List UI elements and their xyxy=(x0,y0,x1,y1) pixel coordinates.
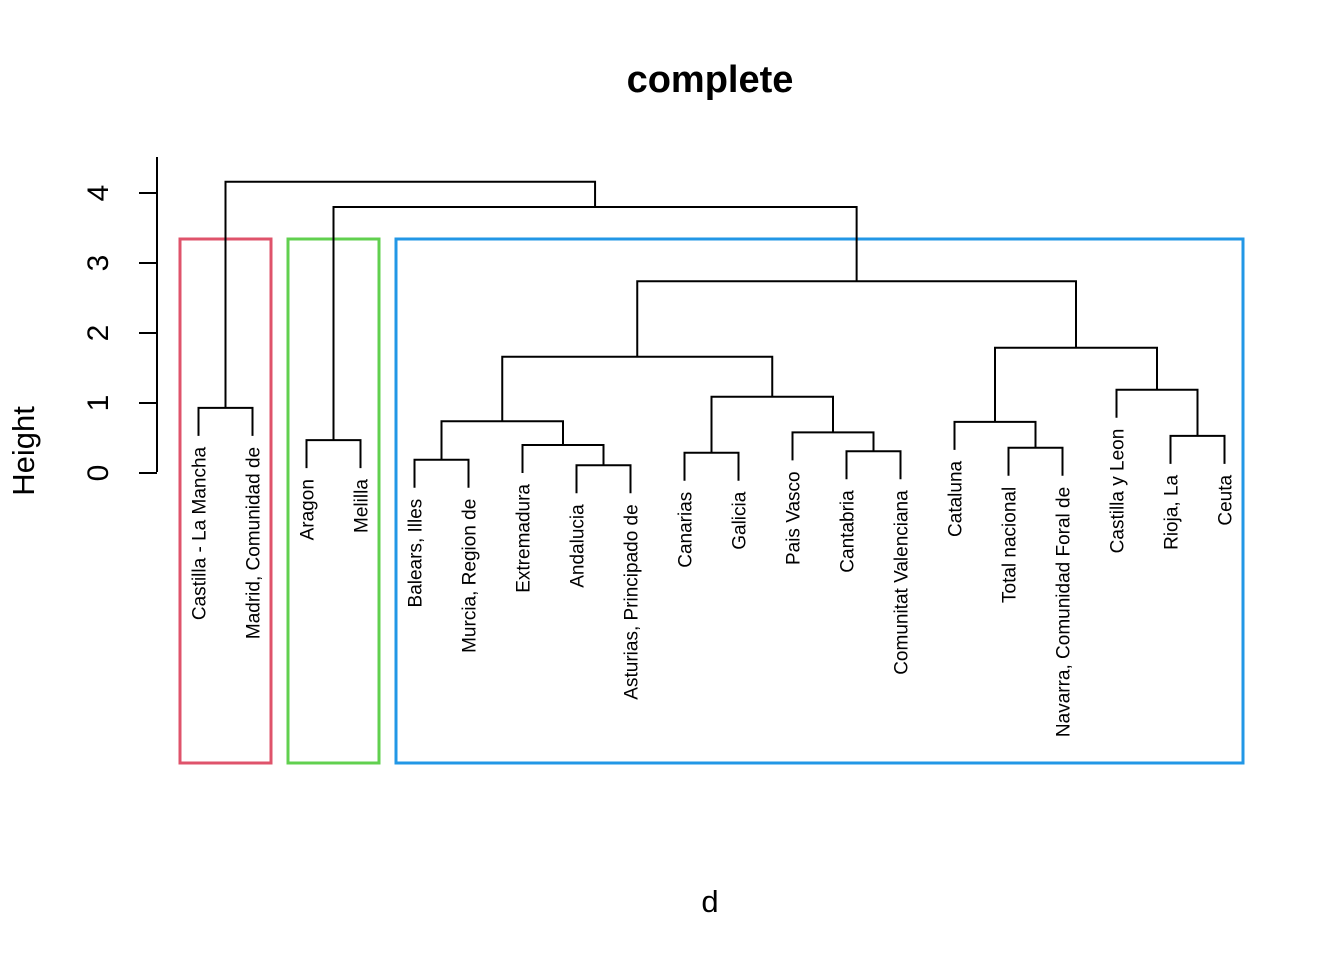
leaf-label: Navarra, Comunidad Foral de xyxy=(1054,487,1075,737)
leaf-label: Ceuta xyxy=(1216,474,1237,525)
merge-segment xyxy=(1169,434,1226,464)
merge-segment xyxy=(224,180,597,408)
leaf-label: Extremadura xyxy=(514,484,535,593)
y-tick-label: 0 xyxy=(82,465,115,482)
leaf-label: Pais Vasco xyxy=(784,471,805,565)
y-axis: 0 1 2 3 4 xyxy=(82,157,158,482)
leaf-label: Rioja, La xyxy=(1162,474,1183,549)
leaf-label: Melilla xyxy=(352,479,373,533)
plot-title: complete xyxy=(627,59,794,101)
merge-segment xyxy=(521,444,605,473)
leaf-label: Andalucia xyxy=(568,504,589,588)
leaf-label: Canarias xyxy=(676,492,697,568)
merge-segment xyxy=(994,346,1158,422)
merge-segment xyxy=(1115,388,1199,436)
leaf-label: Castilla y Leon xyxy=(1108,429,1129,554)
merge-segment xyxy=(413,458,470,488)
leaf-label: Asturias, Principado de xyxy=(622,504,643,699)
merge-segment xyxy=(710,395,834,453)
leaf-labels: Castilla - La Mancha Madrid, Comunidad de… xyxy=(190,429,1237,737)
y-tick-label: 4 xyxy=(82,185,115,202)
leaf-label: Total nacional xyxy=(1000,487,1021,603)
merge-segment xyxy=(305,439,362,469)
leaf-label: Cantabria xyxy=(838,490,859,573)
y-tick-label: 2 xyxy=(82,325,115,342)
merge-segment xyxy=(501,355,774,422)
cluster-box xyxy=(394,237,1245,765)
leaf-label: Madrid, Comunidad de xyxy=(244,447,265,639)
merge-segment xyxy=(440,420,564,460)
merge-segment xyxy=(197,406,254,436)
y-axis-label: Height xyxy=(6,406,41,496)
leaf-label: Comunitat Valenciana xyxy=(892,490,913,675)
leaf-label: Murcia, Region de xyxy=(460,499,481,653)
merge-segment xyxy=(791,431,875,461)
leaf-label: Aragon xyxy=(298,479,319,540)
merge-segment xyxy=(953,420,1037,450)
leaf-label: Cataluna xyxy=(946,460,967,536)
cluster-boxes xyxy=(178,237,1245,765)
leaf-label: Galicia xyxy=(730,491,751,550)
y-tick-label: 3 xyxy=(82,255,115,272)
y-axis-line xyxy=(139,157,158,474)
y-tick-label: 1 xyxy=(82,395,115,412)
merge-segment xyxy=(845,450,902,480)
dendrogram-tree xyxy=(197,180,1226,494)
merge-segment xyxy=(636,280,1077,357)
merge-segment xyxy=(332,206,858,441)
x-axis-label: d xyxy=(701,884,718,919)
merge-segment xyxy=(683,451,740,481)
merge-segment xyxy=(575,464,632,494)
merge-segment xyxy=(1007,446,1064,476)
leaf-label: Castilla - La Mancha xyxy=(190,446,211,620)
leaf-label: Balears, Illes xyxy=(406,499,427,608)
